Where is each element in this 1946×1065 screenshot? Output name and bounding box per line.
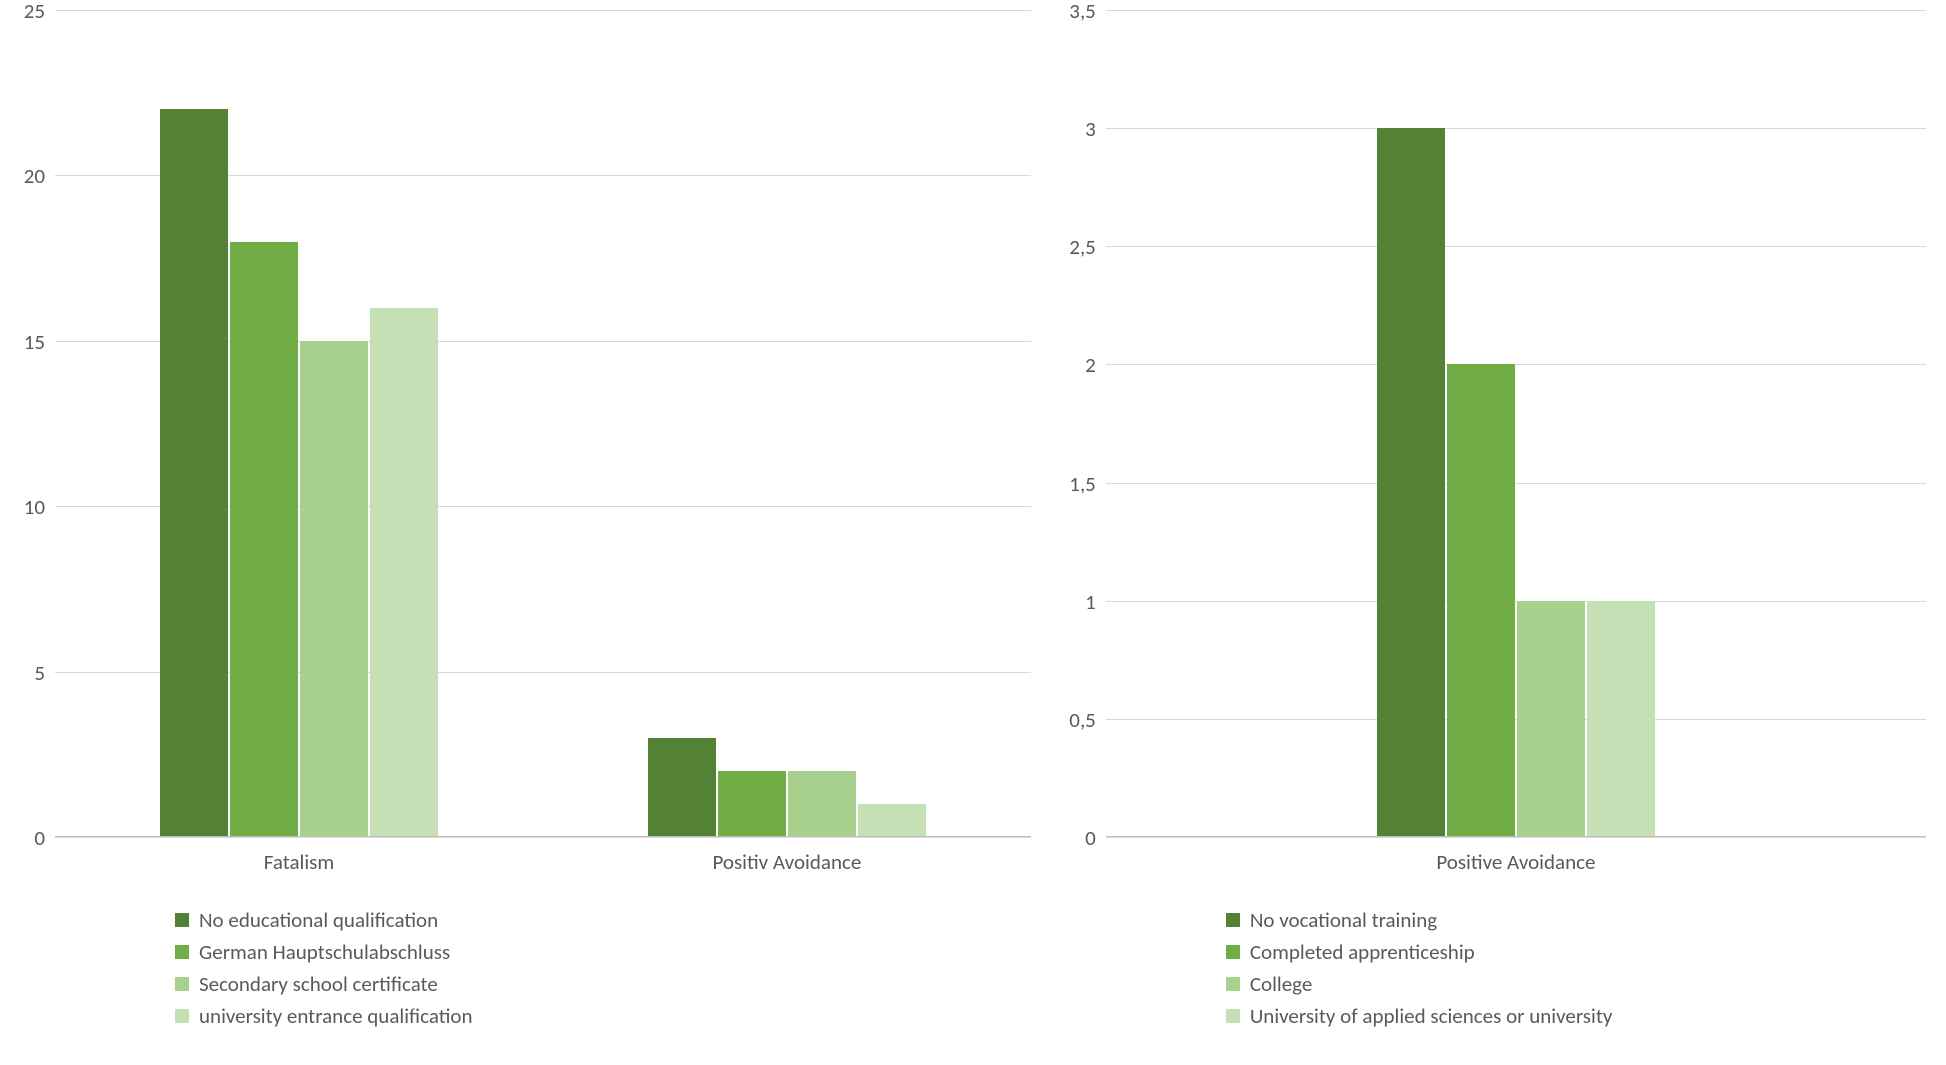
left-legend: No educational qualification German Haupt… (55, 887, 1051, 1065)
y-tick-label: 0,5 (1069, 707, 1106, 733)
bar (648, 738, 716, 837)
legend-swatch (175, 945, 189, 959)
y-tick-label: 3 (1085, 116, 1106, 142)
legend-item: German Hauptschulabschluss (175, 939, 1031, 965)
bar (1447, 364, 1515, 837)
y-tick-label: 5 (34, 660, 55, 686)
chart-container: 0510152025 FatalismPositiv Avoidance No … (0, 0, 1946, 1065)
bar (230, 242, 298, 837)
legend-swatch (175, 913, 189, 927)
bar (1587, 601, 1655, 837)
legend-swatch (1226, 945, 1240, 959)
y-tick-label: 10 (24, 494, 55, 520)
legend-label: university entrance qualification (199, 1003, 473, 1029)
category-group (543, 10, 1031, 837)
legend-swatch (175, 977, 189, 991)
legend-item: College (1226, 971, 1926, 997)
legend-label: Completed apprenticeship (1250, 939, 1475, 965)
gridline: 0 (1106, 837, 1926, 838)
legend-label: No educational qualification (199, 907, 438, 933)
x-category-label: Positive Avoidance (1106, 837, 1926, 887)
bar (858, 804, 926, 837)
left-plot-area: 0510152025 (55, 10, 1031, 837)
right-x-labels: Positive Avoidance (1106, 837, 1926, 887)
y-tick-label: 15 (24, 329, 55, 355)
legend-swatch (1226, 1009, 1240, 1023)
legend-label: German Hauptschulabschluss (199, 939, 450, 965)
category-group (55, 10, 543, 837)
legend-swatch (1226, 977, 1240, 991)
right-bars-area (1106, 10, 1926, 837)
legend-item: Secondary school certificate (175, 971, 1031, 997)
bar (788, 771, 856, 837)
bar (370, 308, 438, 837)
x-category-label: Fatalism (55, 837, 543, 887)
x-category-label: Positiv Avoidance (543, 837, 1031, 887)
legend-label: College (1250, 971, 1313, 997)
y-tick-label: 0 (34, 825, 55, 851)
right-plot-area: 00,511,522,533,5 (1106, 10, 1926, 837)
legend-item: University of applied sciences or univer… (1226, 1003, 1926, 1029)
y-tick-label: 25 (24, 0, 55, 24)
right-baseline (1106, 836, 1926, 837)
left-x-labels: FatalismPositiv Avoidance (55, 837, 1031, 887)
legend-label: University of applied sciences or univer… (1250, 1003, 1613, 1029)
right-chart-panel: 00,511,522,533,5 Positive Avoidance No v… (1051, 0, 1946, 1065)
bar (300, 341, 368, 837)
legend-label: Secondary school certificate (199, 971, 438, 997)
bar (160, 109, 228, 837)
left-bars-area (55, 10, 1031, 837)
bar (1377, 128, 1445, 837)
left-baseline (55, 836, 1031, 837)
legend-item: No educational qualification (175, 907, 1031, 933)
category-group (1106, 10, 1926, 837)
bar (718, 771, 786, 837)
legend-item: university entrance qualification (175, 1003, 1031, 1029)
y-tick-label: 1 (1085, 589, 1106, 615)
y-tick-label: 2,5 (1069, 234, 1106, 260)
legend-swatch (175, 1009, 189, 1023)
bar (1517, 601, 1585, 837)
legend-item: Completed apprenticeship (1226, 939, 1926, 965)
y-tick-label: 2 (1085, 352, 1106, 378)
gridline: 0 (55, 837, 1031, 838)
y-tick-label: 0 (1085, 825, 1106, 851)
y-tick-label: 20 (24, 163, 55, 189)
legend-item: No vocational training (1226, 907, 1926, 933)
y-tick-label: 1,5 (1069, 471, 1106, 497)
legend-label: No vocational training (1250, 907, 1437, 933)
y-tick-label: 3,5 (1069, 0, 1106, 24)
left-chart-panel: 0510152025 FatalismPositiv Avoidance No … (0, 0, 1051, 1065)
legend-swatch (1226, 913, 1240, 927)
right-legend: No vocational training Completed apprenti… (1106, 887, 1946, 1065)
